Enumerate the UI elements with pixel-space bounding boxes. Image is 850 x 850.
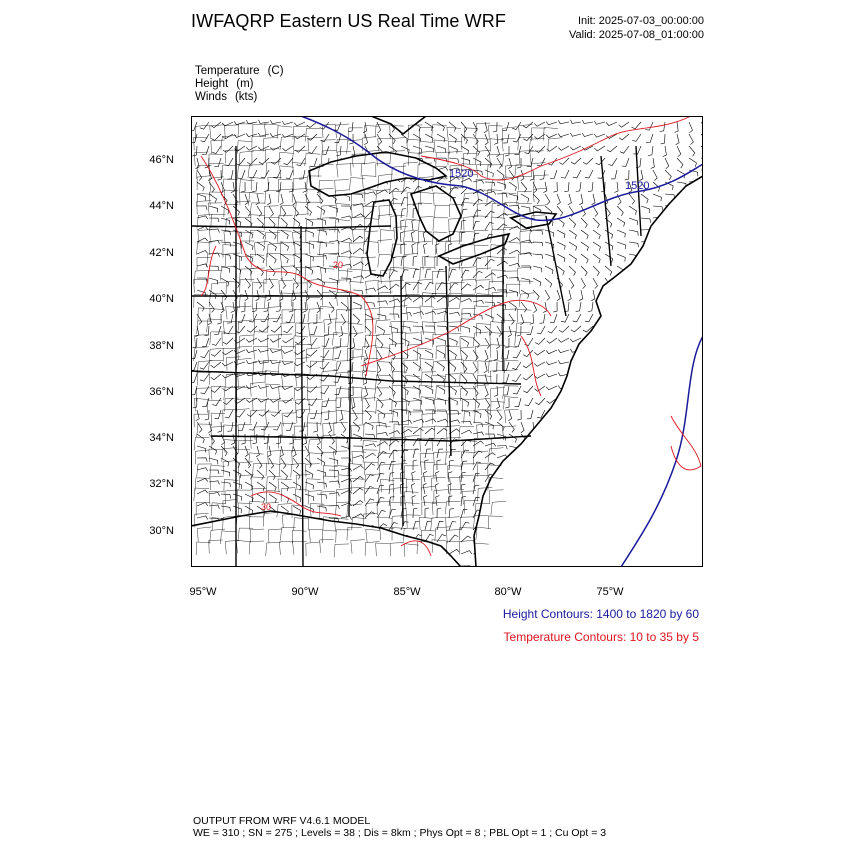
lat-label-32: 32°N	[149, 478, 174, 490]
lon-label-80: 80°W	[494, 586, 522, 598]
lon-label-85: 85°W	[393, 586, 421, 598]
lat-label-38: 38°N	[149, 340, 174, 352]
map-title: IWFAQRP Eastern US Real Time WRF	[191, 11, 506, 31]
lon-label-75: 75°W	[596, 586, 624, 598]
lat-label-42: 42°N	[149, 247, 174, 259]
valid-time: Valid: 2025-07-08_01:00:00	[569, 29, 704, 41]
contour-label: 1520	[449, 168, 473, 180]
init-time: Init: 2025-07-03_00:00:00	[578, 15, 704, 27]
footer-line-2: WE = 310 ; SN = 275 ; Levels = 38 ; Dis …	[193, 827, 607, 839]
model-footer: OUTPUT FROM WRF V4.6.1 MODEL WE = 310 ; …	[193, 815, 606, 839]
lon-label-95: 95°W	[189, 586, 217, 598]
field-winds: Winds (kts)	[195, 91, 258, 103]
lat-label-36: 36°N	[149, 386, 174, 398]
contour-label: 30	[261, 502, 271, 512]
lat-label-34: 34°N	[149, 432, 174, 444]
field-temperature: Temperature (C)	[195, 65, 284, 77]
county-boundaries	[193, 122, 563, 558]
field-height: Height (m)	[195, 78, 254, 90]
map-svg: 1520 1520 20 30	[191, 116, 703, 567]
lat-label-30: 30°N	[149, 525, 174, 537]
contour-label: 20	[333, 260, 343, 270]
temperature-legend: Temperature Contours: 10 to 35 by 5	[503, 630, 699, 644]
state-boundaries	[191, 145, 642, 567]
lat-label-46: 46°N	[149, 154, 174, 166]
height-contours	[300, 116, 703, 567]
weather-map[interactable]: 1520 1520 20 30	[191, 116, 703, 567]
height-legend: Height Contours: 1400 to 1820 by 60	[502, 607, 699, 621]
time-info: Init: 2025-07-03_00:00:00 Valid: 2025-07…	[569, 14, 704, 42]
temperature-contours	[200, 116, 702, 557]
lat-label-44: 44°N	[149, 200, 174, 212]
footer-line-1: OUTPUT FROM WRF V4.6.1 MODEL	[193, 815, 371, 827]
contour-label: 1520	[625, 180, 649, 192]
field-list: Temperature (C) Height (m) Winds (kts)	[195, 65, 284, 104]
lon-label-90: 90°W	[291, 586, 319, 598]
lat-label-40: 40°N	[149, 293, 174, 305]
